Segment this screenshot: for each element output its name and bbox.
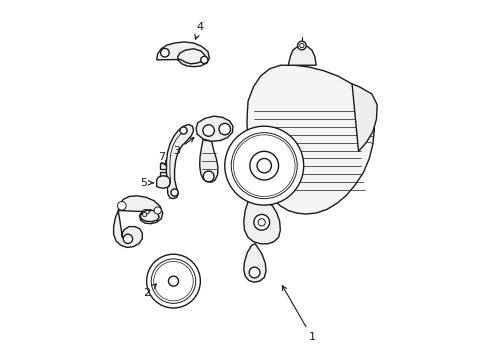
Polygon shape [246, 65, 373, 214]
Polygon shape [244, 244, 265, 282]
Text: 5: 5 [141, 178, 153, 188]
Polygon shape [166, 125, 193, 199]
Polygon shape [196, 116, 233, 141]
Circle shape [163, 270, 184, 292]
Circle shape [160, 48, 169, 57]
Circle shape [157, 265, 189, 297]
Circle shape [242, 143, 286, 188]
Circle shape [203, 125, 214, 136]
Polygon shape [160, 172, 166, 178]
Text: 1: 1 [282, 286, 315, 342]
Circle shape [297, 41, 305, 50]
Polygon shape [160, 163, 166, 169]
Circle shape [201, 56, 207, 63]
Circle shape [236, 138, 292, 194]
Circle shape [151, 259, 195, 303]
Polygon shape [199, 139, 218, 182]
Text: 2: 2 [143, 284, 156, 298]
Circle shape [237, 139, 290, 192]
Circle shape [146, 254, 200, 308]
Circle shape [224, 126, 303, 205]
Circle shape [159, 267, 187, 296]
Circle shape [171, 189, 178, 196]
Circle shape [299, 43, 304, 48]
Polygon shape [118, 196, 163, 224]
Circle shape [234, 136, 293, 195]
Circle shape [154, 207, 161, 214]
Circle shape [161, 269, 185, 294]
Circle shape [123, 234, 132, 243]
Circle shape [155, 263, 191, 299]
Polygon shape [351, 84, 376, 151]
Circle shape [117, 202, 126, 210]
Polygon shape [287, 45, 316, 65]
Text: 3: 3 [173, 138, 194, 156]
Polygon shape [156, 42, 209, 67]
Circle shape [219, 123, 230, 135]
Text: 6: 6 [140, 209, 151, 219]
Text: 4: 4 [194, 22, 203, 39]
Circle shape [168, 276, 178, 286]
Circle shape [249, 267, 260, 278]
Circle shape [253, 215, 269, 230]
Circle shape [240, 142, 287, 189]
Polygon shape [156, 176, 169, 188]
Circle shape [180, 127, 187, 134]
Circle shape [257, 158, 271, 173]
Circle shape [233, 135, 294, 197]
Text: 7: 7 [158, 152, 165, 165]
Circle shape [249, 151, 278, 180]
Circle shape [258, 219, 265, 226]
Circle shape [239, 140, 289, 191]
Circle shape [203, 171, 214, 182]
Polygon shape [113, 211, 142, 247]
Polygon shape [244, 200, 280, 244]
Circle shape [231, 133, 297, 199]
Circle shape [153, 261, 193, 301]
